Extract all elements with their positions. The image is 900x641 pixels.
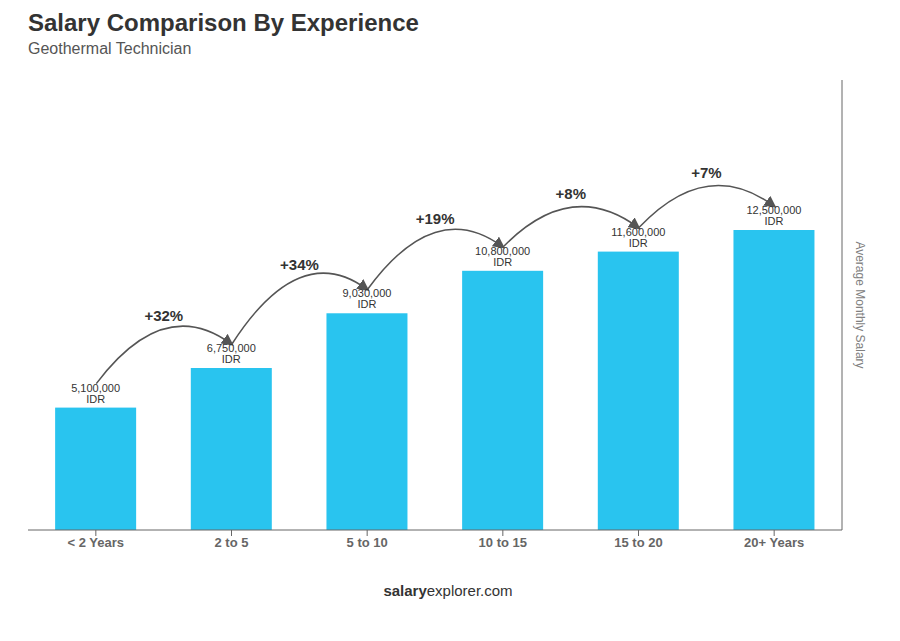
html-text:Salary Comparison By Experienc: Salary Comparison By Experience — [28, 9, 419, 36]
svg-text:5,100,000IDR: 5,100,000IDR — [71, 382, 120, 405]
svg-text:+32%: +32% — [144, 307, 183, 324]
svg-text:+7%: +7% — [691, 164, 721, 181]
svg-text:+19%: +19% — [416, 210, 455, 227]
svg-text:6,750,000IDR: 6,750,000IDR — [207, 342, 256, 365]
svg-text:15 to 20: 15 to 20 — [614, 535, 662, 550]
svg-text:+8%: +8% — [556, 185, 586, 202]
html-text:salary explorer.com: salary explorer.com — [383, 582, 513, 599]
svg-text:11,600,000IDR: 11,600,000IDR — [611, 226, 665, 249]
svg-text:12,500,000IDR: 12,500,000IDR — [746, 204, 801, 227]
svg-text:< 2 Years: < 2 Years — [68, 535, 125, 550]
svg-text:Average Monthly Salary: Average Monthly Salary — [853, 241, 867, 368]
svg-text:+34%: +34% — [280, 256, 319, 273]
svg-text:5 to 10: 5 to 10 — [347, 535, 388, 550]
html-text:Geothermal Technician: Geothermal Technician — [28, 40, 192, 57]
svg-text:10 to 15: 10 to 15 — [479, 535, 527, 550]
svg-text:10,800,000IDR: 10,800,000IDR — [475, 245, 530, 268]
svg-text:2 to 5: 2 to 5 — [215, 535, 249, 550]
svg-text:9,030,000IDR: 9,030,000IDR — [342, 287, 391, 310]
svg-text:20+ Years: 20+ Years — [744, 535, 804, 550]
